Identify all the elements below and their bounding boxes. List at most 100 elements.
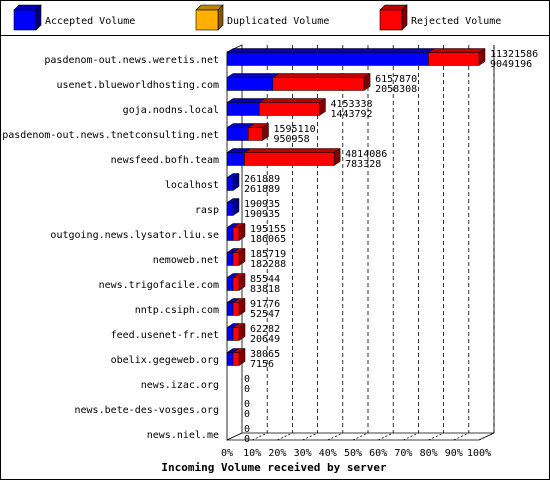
grid bbox=[226, 44, 495, 441]
data-label-accepted: 190935 bbox=[244, 209, 280, 220]
y-tick-label: nntp.csiph.com bbox=[135, 305, 219, 316]
y-tick-label: feed.usenet-fr.net bbox=[111, 330, 219, 341]
data-label-accepted: 186065 bbox=[250, 234, 286, 245]
y-tick-label: rasp bbox=[195, 205, 219, 216]
legend-swatch bbox=[379, 9, 403, 31]
x-axis-ticks: 0% 10% 20% 30% 40% 50% 60% 70% 80% 90% 100% bbox=[221, 448, 491, 459]
data-label-total: 261889 bbox=[244, 174, 280, 185]
data-label-accepted: 783328 bbox=[345, 159, 381, 170]
data-label-total: 91776 bbox=[250, 299, 280, 310]
bar-rejected bbox=[232, 227, 240, 241]
bar-rejected-top bbox=[243, 148, 341, 153]
bar-rejected-top bbox=[271, 73, 371, 78]
y-tick-label: news.trigofacile.com bbox=[99, 280, 219, 291]
bar-accepted bbox=[226, 102, 260, 116]
x-tick-label: 90% bbox=[445, 448, 463, 459]
y-tick-label: goja.nodns.local bbox=[123, 105, 219, 116]
data-label-total: 0 bbox=[244, 374, 250, 385]
x-tick-label: 40% bbox=[319, 448, 337, 459]
bar-rejected bbox=[428, 52, 480, 66]
data-label-accepted: 7156 bbox=[250, 359, 274, 370]
data-label-total: 4153338 bbox=[330, 99, 372, 110]
y-tick-label: localhost bbox=[165, 180, 219, 191]
bar-rejected-top bbox=[258, 98, 327, 103]
bar-accepted bbox=[226, 177, 234, 191]
bar-rejected bbox=[232, 352, 240, 366]
data-label-total: 1595110 bbox=[274, 124, 316, 135]
y-tick-label: news.bete-des-vosges.org bbox=[75, 405, 220, 416]
bar-accepted bbox=[226, 277, 234, 291]
data-label-total: 190935 bbox=[244, 199, 280, 210]
bar-rejected bbox=[244, 152, 335, 166]
grid-line-floor bbox=[453, 432, 469, 441]
data-label-accepted: 950958 bbox=[274, 134, 310, 145]
y-tick-label: obelix.gegeweb.org bbox=[111, 355, 219, 366]
data-label-total: 62282 bbox=[250, 324, 280, 335]
grid-line-floor bbox=[378, 432, 394, 441]
legend: Accepted Volume Duplicated Volume Rejected… bbox=[13, 4, 501, 31]
y-tick-label: usenet.blueworldhosting.com bbox=[56, 80, 219, 91]
x-tick-label: 70% bbox=[394, 448, 412, 459]
grid-line-floor bbox=[327, 432, 343, 441]
data-label-total: 0 bbox=[244, 399, 250, 410]
x-tick-label: 20% bbox=[268, 448, 286, 459]
data-label-accepted: 182288 bbox=[250, 259, 286, 270]
data-label-accepted: 1443792 bbox=[330, 109, 372, 120]
legend-swatch bbox=[13, 9, 37, 31]
grid-line-floor bbox=[403, 432, 419, 441]
bar-accepted bbox=[226, 202, 234, 216]
grid-line-floor bbox=[352, 432, 369, 441]
bar-rejected bbox=[232, 327, 240, 341]
data-label-accepted: 261889 bbox=[244, 184, 280, 195]
legend-label: Duplicated Volume bbox=[227, 16, 329, 27]
data-label-accepted: 20649 bbox=[250, 334, 280, 345]
grid-line-floor bbox=[252, 432, 268, 441]
x-tick-label: 60% bbox=[369, 448, 387, 459]
x-tick-label: 50% bbox=[344, 448, 362, 459]
data-label-total: 6157870 bbox=[375, 74, 417, 85]
data-label-accepted: 0 bbox=[244, 384, 250, 395]
bar-accepted bbox=[226, 327, 234, 341]
grid-line-floor bbox=[478, 432, 495, 441]
legend-swatch bbox=[195, 9, 219, 31]
y-axis-labels: pasdenom-out.news.weretis.net usenet.blue… bbox=[2, 55, 219, 441]
data-label-total: 85544 bbox=[250, 274, 280, 285]
x-axis-title: Incoming Volume received by server bbox=[161, 461, 387, 474]
bar-rejected bbox=[232, 252, 240, 266]
bar-rejected-top bbox=[427, 48, 486, 53]
bar-accepted bbox=[226, 302, 234, 316]
bar-rejected bbox=[232, 302, 240, 316]
x-tick-label: 30% bbox=[294, 448, 312, 459]
x-tick-label: 10% bbox=[243, 448, 261, 459]
data-label-total: 38065 bbox=[250, 349, 280, 360]
bar-accepted-top bbox=[226, 48, 436, 53]
bar-accepted bbox=[226, 352, 234, 366]
data-label-accepted: 9049196 bbox=[490, 59, 532, 70]
bar-rejected bbox=[232, 277, 240, 291]
y-tick-label: outgoing.news.lysator.liu.se bbox=[50, 230, 219, 241]
x-tick-label: 80% bbox=[420, 448, 438, 459]
y-tick-label: news.niel.me bbox=[147, 430, 219, 441]
y-tick-label: newsfeed.bofh.team bbox=[111, 155, 219, 166]
bar-accepted bbox=[226, 252, 234, 266]
legend-label: Rejected Volume bbox=[411, 16, 501, 27]
y-tick-label: pasdenom-out.news.tnetconsulting.net bbox=[2, 130, 219, 141]
plot-area: pasdenom-out.news.weretis.net usenet.blue… bbox=[2, 44, 538, 459]
data-label-accepted: 83818 bbox=[250, 284, 280, 295]
grid-line-floor bbox=[302, 432, 318, 441]
data-label-total: 11321586 bbox=[490, 49, 538, 60]
y-tick-label: nemoweb.net bbox=[153, 255, 219, 266]
bars bbox=[226, 48, 486, 366]
data-label-accepted: 0 bbox=[244, 409, 250, 420]
data-label-accepted: 2058308 bbox=[375, 84, 417, 95]
grid-line-floor bbox=[428, 432, 444, 441]
x-tick-label: 0% bbox=[221, 448, 233, 459]
bar-accepted-top bbox=[226, 98, 266, 103]
bar-accepted-top bbox=[226, 73, 280, 78]
data-label-total: 0 bbox=[244, 424, 250, 435]
legend-label: Accepted Volume bbox=[45, 16, 135, 27]
data-label-accepted: 52547 bbox=[250, 309, 280, 320]
data-label-accepted: 0 bbox=[244, 434, 250, 445]
